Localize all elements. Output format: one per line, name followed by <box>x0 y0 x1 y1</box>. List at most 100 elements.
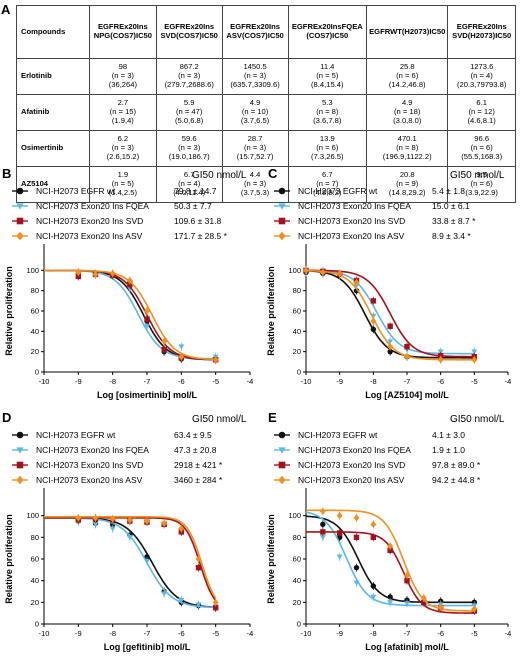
y-tick-label: 0 <box>35 620 39 629</box>
x-tick-label: -7 <box>144 377 151 386</box>
y-tick-label: 60 <box>293 307 301 316</box>
data-point <box>144 559 150 565</box>
header-col-4: EGFREx20InsFQEA (COS7)IC50 <box>287 5 368 59</box>
data-point <box>212 598 219 606</box>
fit-curve <box>306 269 475 358</box>
header-col-3: EGFREx20Ins ASV(COS7)IC50 <box>221 5 289 59</box>
gi50-title: GI50 nmol/L <box>192 414 247 425</box>
x-tick-label: -5 <box>212 377 219 386</box>
ic50-cell: 6.7 (n = 4) (4.0,11.4) <box>155 166 223 203</box>
data-point <box>144 316 150 322</box>
y-tick-label: 20 <box>31 347 39 356</box>
data-point <box>319 507 326 515</box>
y-tick-label: 0 <box>35 368 39 377</box>
x-tick-label: -5 <box>471 377 478 386</box>
y-axis-label: Relative proliferation <box>266 514 276 604</box>
gi50-value: 79.8 ± 14.7 <box>174 186 217 196</box>
data-point <box>387 600 394 606</box>
panel-letter-d: D <box>2 410 12 425</box>
data-point <box>92 514 99 522</box>
x-tick-label: -6 <box>437 629 444 638</box>
data-point <box>387 323 393 329</box>
data-point <box>387 339 394 345</box>
y-tick-label: 40 <box>31 327 39 336</box>
x-axis-label: Log [osimertinib] mol/L <box>97 390 197 400</box>
y-axis-label: Relative proliferation <box>266 266 276 356</box>
legend-label: NCI-H2073 EGFR wt <box>36 186 116 196</box>
gi50-value: 171.7 ± 28.5 * <box>174 231 228 241</box>
legend-label: NCI-H2073 EGFR wt <box>298 186 378 196</box>
gi50-value: 5.4 ± 1.8 <box>432 186 465 196</box>
x-axis-label: Log [gefitinib] mol/L <box>104 642 191 652</box>
legend-marker <box>16 187 24 195</box>
ic50-cell: 4.4 (n = 3) (3.7,5.3) <box>221 166 289 203</box>
x-tick-label: -8 <box>370 629 377 638</box>
data-point <box>126 516 133 524</box>
y-tick-label: 0 <box>297 368 301 377</box>
y-tick-label: 80 <box>293 533 301 542</box>
data-point <box>109 526 116 532</box>
y-tick-label: 40 <box>31 576 39 585</box>
chart-svg: GI50 nmol/L NCI-H2073 EGFR wt 4.1 ± 3.0 NCI… <box>266 414 512 652</box>
data-point <box>387 594 393 600</box>
x-tick-label: -6 <box>178 629 185 638</box>
legend-label: NCI-H2073 Exon20 Ins FQEA <box>36 445 149 455</box>
data-point <box>92 522 99 528</box>
ic50-table: Compounds EGFREx20Ins NPG(COS7)IC50 EGFR… <box>16 5 516 203</box>
data-point <box>353 514 360 522</box>
ic50-cell: 1.9 (n = 5) (1.4,2.5) <box>89 166 157 203</box>
x-tick-label: -4 <box>505 629 512 638</box>
x-tick-label: -6 <box>178 377 185 386</box>
legend-marker <box>16 431 24 439</box>
x-tick-label: -9 <box>75 377 82 386</box>
y-tick-label: 40 <box>293 576 301 585</box>
legend-marker <box>16 231 24 241</box>
x-tick-label: -9 <box>336 377 343 386</box>
legend-marker <box>278 461 286 469</box>
ic50-cell: 1450.5 (n = 3) (635.7,3309.6) <box>221 58 289 95</box>
data-point <box>471 605 478 613</box>
data-point <box>336 512 343 520</box>
gi50-title: GI50 nmol/L <box>192 170 247 181</box>
gi50-title: GI50 nmol/L <box>450 170 505 181</box>
gi50-value: 3460 ± 284 * <box>174 475 223 485</box>
ic50-cell: 867.2 (n = 3) (279.7,2688.6) <box>155 58 223 95</box>
data-point <box>178 344 185 350</box>
x-tick-label: -7 <box>404 377 411 386</box>
legend-marker <box>16 203 24 210</box>
header-col-2: EGFREx20Ins SVD(COS7)IC50 <box>155 5 223 59</box>
data-point <box>127 281 133 288</box>
y-tick-label: 0 <box>297 620 301 629</box>
data-point <box>144 554 150 560</box>
gi50-value: 94.2 ± 44.8 * <box>432 475 481 485</box>
chart-svg: GI50 nmol/L NCI-H2073 EGFR wt 63.4 ± 9.5 NC… <box>4 414 253 652</box>
compound-name: Erlotinib <box>16 58 90 95</box>
chart-svg: GI50 nmol/L NCI-H2073 EGFR wt 5.4 ± 1.8 NCI… <box>266 170 511 400</box>
data-point <box>75 268 82 276</box>
data-point <box>404 353 410 361</box>
table-body: Erlotinib 98 (n = 3) (36,264) 867.2 (n = 3) (2… <box>16 58 516 203</box>
y-tick-label: 20 <box>293 347 301 356</box>
ic50-cell: 13.9 (n = 6) (7.3,26.5) <box>287 130 368 167</box>
legend-marker <box>278 431 286 439</box>
ic50-cell: 6.7 (n = 7) (4.8,9.2) <box>287 166 368 203</box>
legend-label: NCI-H2073 Exon20 Ins FQEA <box>36 201 149 211</box>
x-tick-label: -4 <box>247 377 254 386</box>
y-tick-label: 60 <box>31 555 39 564</box>
ic50-cell: 28.7 (n = 3) (15.7,52.7) <box>221 130 289 167</box>
data-point <box>319 535 326 541</box>
data-point <box>320 529 326 535</box>
gi50-value: 50.3 ± 7.7 <box>174 201 212 211</box>
x-tick-label: -7 <box>404 629 411 638</box>
data-point <box>387 547 393 554</box>
data-point <box>336 530 343 536</box>
gi50-value: 109.6 ± 31.8 <box>174 216 221 226</box>
gi50-value: 97.8 ± 89.0 * <box>432 460 481 470</box>
gi50-value: 8.9 ± 3.4 * <box>432 231 471 241</box>
header-compounds: Compounds <box>16 5 90 59</box>
data-point <box>353 580 360 586</box>
y-axis-label: Relative proliferation <box>4 266 14 356</box>
data-point <box>92 270 99 278</box>
legend-label: NCI-H2073 Exon20 Ins ASV <box>36 231 143 241</box>
legend-label: NCI-H2073 Exon20 Ins SVD <box>36 460 143 470</box>
